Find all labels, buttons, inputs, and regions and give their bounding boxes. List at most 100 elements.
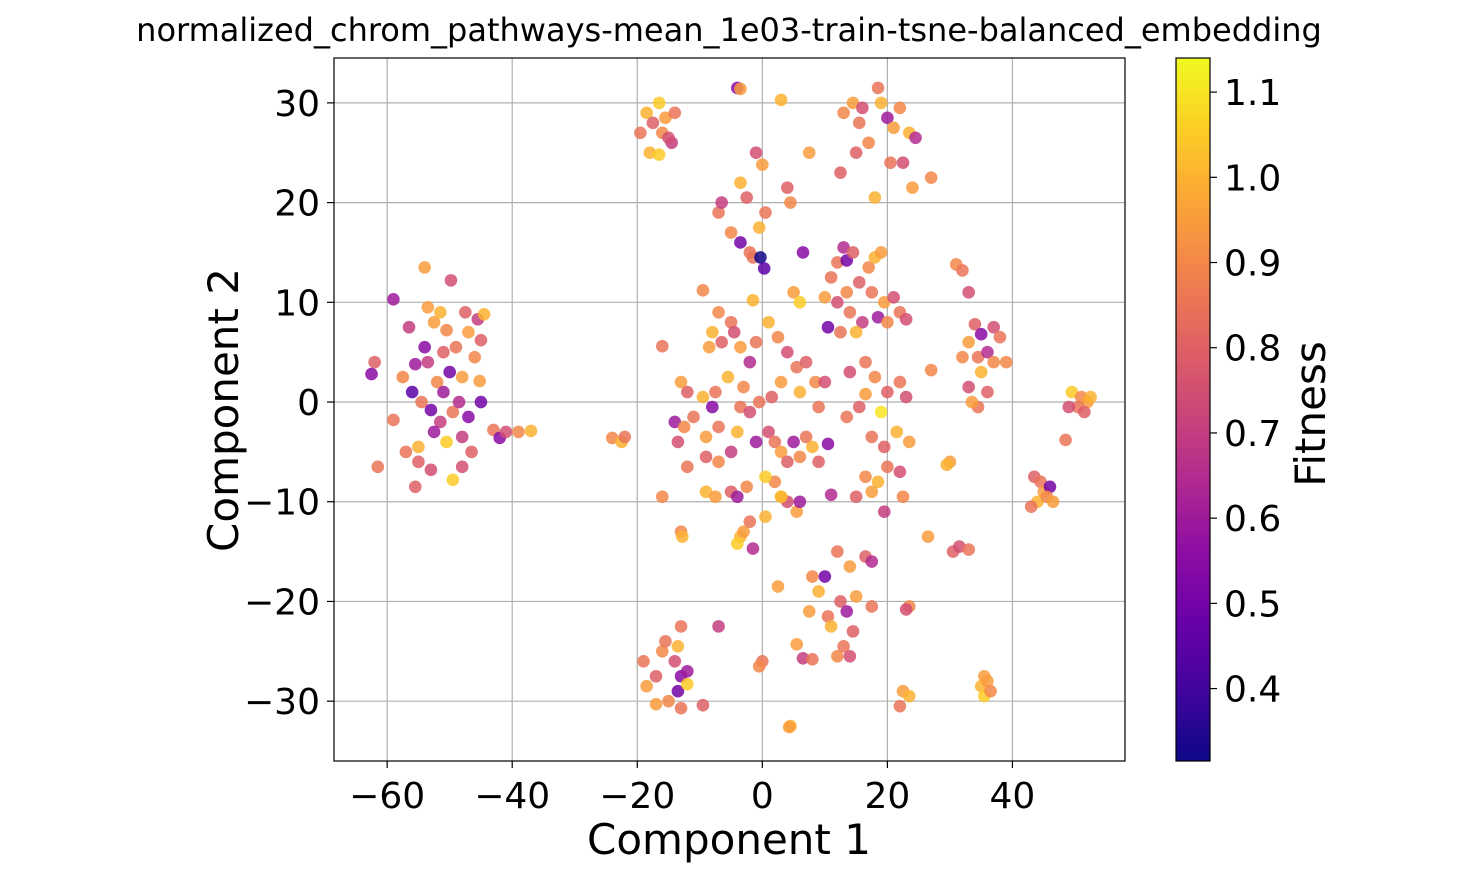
colorbar: 0.4 0.5 0.6 0.7 0.8 0.9 1.0 1.1 Fitness	[1175, 57, 1335, 762]
data-point	[418, 261, 431, 274]
data-point	[687, 410, 700, 424]
data-point	[865, 600, 879, 613]
data-point	[671, 640, 685, 653]
data-point	[824, 488, 838, 502]
data-point	[759, 470, 772, 484]
data-point	[674, 701, 688, 715]
data-point	[474, 395, 488, 409]
colorbar-frame	[1175, 57, 1211, 762]
data-point	[821, 437, 835, 451]
data-point	[871, 475, 885, 489]
data-point	[881, 315, 894, 329]
data-point	[634, 126, 647, 140]
data-point	[962, 380, 975, 394]
data-point	[871, 81, 885, 95]
data-point	[781, 345, 794, 359]
data-point	[890, 425, 904, 439]
data-point	[818, 291, 832, 304]
x-tick-label: −60	[349, 776, 425, 817]
colorbar-tick-label: 1.0	[1224, 158, 1281, 199]
data-point	[437, 385, 450, 399]
data-point	[668, 106, 682, 120]
data-point	[473, 374, 486, 388]
data-point	[837, 106, 850, 120]
data-point	[782, 720, 796, 734]
data-point	[674, 375, 688, 389]
data-point	[696, 390, 710, 404]
data-point	[671, 435, 685, 449]
data-point	[709, 385, 722, 399]
scatter-points	[365, 81, 1097, 734]
data-point	[799, 430, 813, 444]
data-point	[365, 367, 378, 381]
y-axis-ticks: −30 −20 −10 0 10 20 30	[244, 84, 334, 723]
data-point	[427, 315, 441, 329]
data-point	[702, 340, 716, 354]
data-point	[721, 370, 735, 384]
data-point	[784, 196, 797, 209]
data-point	[731, 490, 744, 504]
y-tick-label: −30	[244, 682, 320, 723]
data-point	[455, 460, 469, 474]
data-point	[649, 697, 663, 711]
data-point	[734, 82, 747, 96]
data-point	[893, 375, 907, 389]
data-point	[387, 293, 400, 306]
data-point	[893, 699, 907, 713]
data-point	[831, 545, 844, 558]
data-point	[877, 296, 891, 309]
data-point	[812, 455, 825, 469]
data-point	[865, 430, 879, 444]
data-point	[896, 156, 910, 170]
data-point	[821, 610, 835, 623]
x-tick-label: 0	[751, 776, 774, 817]
data-point	[706, 400, 719, 414]
data-point	[974, 365, 988, 379]
data-point	[802, 146, 816, 160]
data-point	[724, 445, 738, 459]
data-point	[757, 262, 771, 275]
data-point	[837, 241, 850, 254]
data-point	[974, 327, 988, 341]
data-point	[668, 415, 682, 429]
data-point	[759, 206, 772, 219]
data-point	[774, 490, 788, 504]
data-point	[987, 355, 1000, 369]
data-point	[849, 490, 863, 504]
data-point	[881, 460, 894, 474]
data-point	[831, 256, 844, 269]
data-point	[655, 339, 669, 353]
y-tick-label: 30	[274, 84, 320, 125]
data-point	[865, 555, 879, 568]
data-point	[868, 191, 882, 204]
data-point	[662, 131, 675, 145]
data-point	[962, 543, 975, 556]
data-point	[887, 121, 900, 135]
data-point	[699, 450, 713, 464]
data-point	[424, 403, 438, 417]
data-point	[787, 286, 800, 299]
data-point	[743, 515, 757, 528]
data-point	[396, 370, 410, 384]
data-point	[840, 605, 854, 618]
data-point	[462, 410, 475, 424]
grid-lines	[334, 58, 1125, 761]
data-point	[1046, 495, 1060, 509]
data-point	[809, 375, 822, 389]
data-point	[437, 345, 450, 359]
colorbar-tick-label: 0.6	[1224, 499, 1281, 540]
data-point	[1043, 480, 1057, 494]
data-point	[512, 425, 525, 439]
data-point	[924, 171, 938, 184]
data-point	[444, 274, 458, 287]
data-point	[859, 470, 872, 484]
data-point	[812, 400, 825, 414]
data-point	[446, 473, 460, 487]
y-tick-label: 0	[297, 383, 320, 424]
data-point	[734, 340, 747, 354]
colorbar-gradient	[1176, 58, 1210, 761]
data-point	[859, 355, 872, 369]
data-point	[971, 350, 985, 364]
data-point	[956, 264, 969, 277]
data-point	[896, 490, 910, 504]
